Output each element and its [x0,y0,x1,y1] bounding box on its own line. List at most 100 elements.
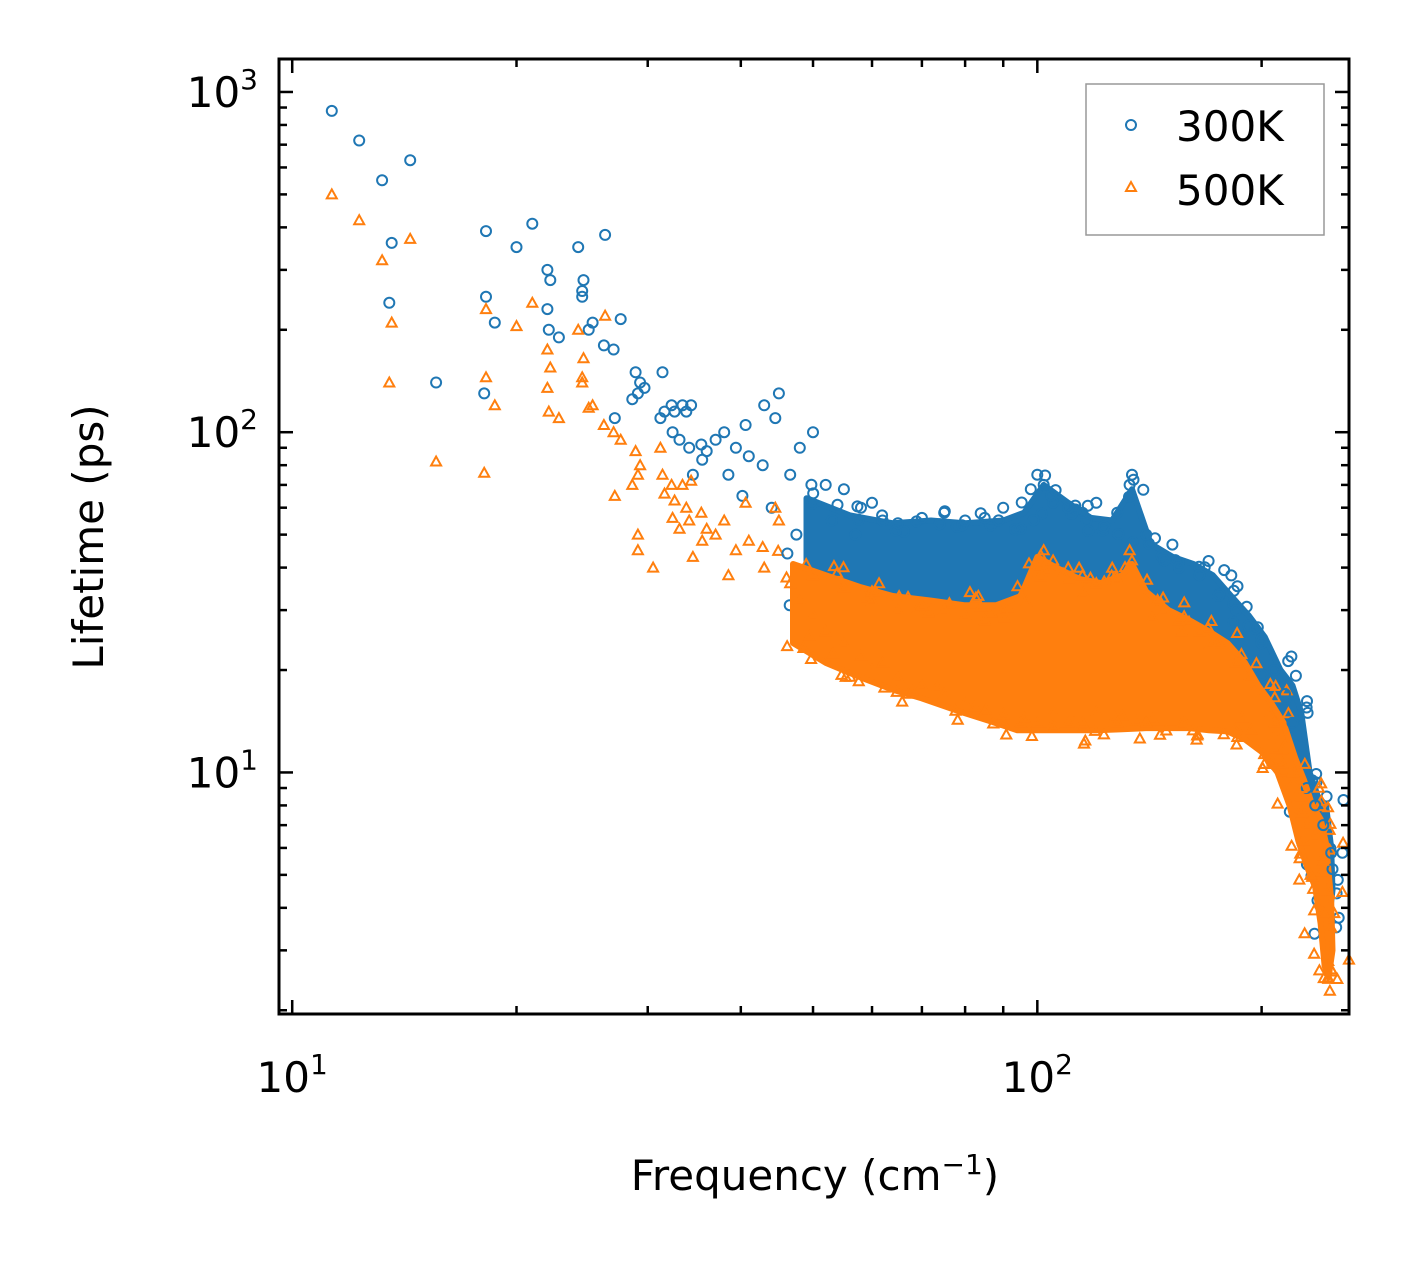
data-point-500k [806,608,820,621]
data-point-300k [576,290,589,303]
data-point-500k [996,603,1010,616]
data-point-500k [708,527,723,540]
data-point-500k [875,655,890,668]
data-point-500k [772,513,786,526]
data-point-300k [1014,522,1027,535]
data-point-500k [891,670,905,683]
data-point-300k [638,381,651,394]
data-point-300k [695,438,708,451]
band-edge-point [1193,560,1205,573]
data-point-300k [790,528,803,541]
band-edge-point [1072,560,1086,573]
data-point-500k [664,477,679,490]
band-edge-point [1327,906,1341,919]
band-edge-point [1174,717,1188,730]
data-point-300k [1173,561,1186,574]
y-tick-label-exponent: 3 [240,63,258,96]
band-edge-point [1293,846,1307,859]
data-point-300k [1047,496,1060,509]
band-edge-point [1292,872,1306,885]
band-edge-point [892,589,906,602]
data-point-500k [631,527,645,540]
data-point-500k [625,477,639,490]
data-point-300k [1140,528,1153,541]
data-point-500k [682,513,696,526]
data-point-300k [541,263,554,276]
band-edge-point [1229,737,1244,750]
data-point-300k [866,496,878,509]
data-point-500k [597,417,611,430]
band-edge-point [1201,620,1215,633]
data-point-500k [742,533,756,546]
data-point-500k [915,678,929,691]
band-edge-point [1321,800,1335,813]
data-point-300k [1193,569,1206,582]
band-edge-point [1227,584,1240,597]
band-edge-point [1315,864,1329,877]
band-edge-point [1227,597,1239,610]
data-point-500k [1241,670,1256,683]
band-edge-point [1310,768,1323,780]
data-point-500k [1122,543,1137,556]
y-axis-label: Lifetime (ps) [64,404,113,669]
data-point-300k [597,339,610,352]
band-edge-point [986,716,1000,729]
data-point-500k [1316,853,1330,866]
data-point-300k [1090,496,1103,509]
data-point-300k [997,501,1010,514]
band-edge-point [1056,566,1070,579]
band-edge-point [1256,668,1269,681]
data-point-500k [1308,829,1322,842]
data-point-500k [1325,964,1340,977]
data-point-500k [783,576,797,589]
data-point-300k [544,274,557,287]
dense-bands-layer [771,469,1356,996]
band-edge-point [1159,723,1173,736]
data-point-500k [1075,568,1090,581]
band-edge-point [780,639,794,652]
band-edge-point [1019,595,1034,608]
data-point-500k [665,510,680,523]
band-edge-point [930,680,944,693]
band-edge-point [1312,963,1327,976]
data-points-layer [325,104,1340,983]
x-axis-label: Frequency (cm−1) [631,1148,999,1200]
data-point-300k [614,313,627,326]
band-edge-point [796,640,811,653]
band-edge-point [1301,695,1313,708]
band-edge-point [1249,622,1261,635]
band-edge-point [1156,590,1170,603]
y-tick-label: 101 [187,743,258,797]
data-point-500k [1139,715,1153,728]
band-edge-point [942,596,957,609]
data-point-300k [629,366,642,379]
data-point-500k [1030,715,1044,728]
band-edge-point [1337,794,1350,806]
data-point-500k [1267,715,1281,728]
band-edge-point [1227,722,1242,735]
data-point-500k [646,560,660,573]
band-edge-point [799,557,813,570]
data-point-500k [700,521,714,534]
data-point-500k [1014,715,1028,728]
data-point-500k [479,302,493,315]
band-edge-point [1112,528,1125,540]
band-edge-point [1034,566,1049,579]
data-point-300k [784,468,797,481]
band-edge-point [1097,727,1111,740]
data-point-300k [1268,664,1281,676]
data-point-500k [756,539,770,552]
data-point-300k [769,412,782,425]
data-point-300k [756,459,769,472]
band-edge-point [1145,610,1159,623]
data-point-500k [1046,705,1060,718]
data-point-300k [572,241,585,254]
data-point-300k [742,450,755,463]
band-edge-point [1276,764,1290,777]
band-edge-point [1025,728,1039,741]
y-tick-label-base: 10 [187,748,240,797]
band-edge-point [1217,727,1231,740]
data-point-300k [891,517,904,530]
y-tick-label-exponent: 1 [240,743,258,776]
data-point-500k [958,608,972,621]
